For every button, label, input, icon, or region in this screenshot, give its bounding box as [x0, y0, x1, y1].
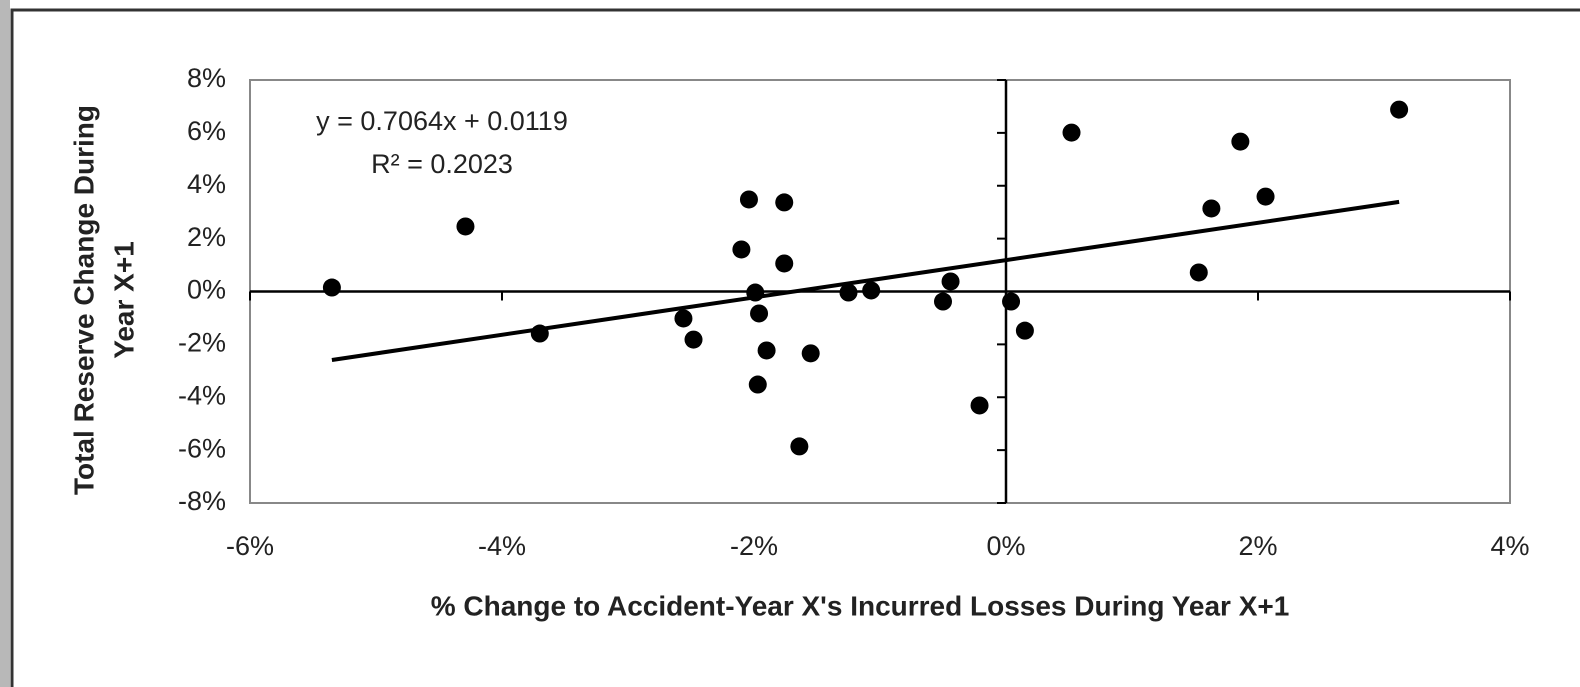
y-tick-label: 8%	[187, 63, 226, 93]
x-tick-label: 0%	[986, 531, 1025, 561]
scatter-point	[970, 396, 989, 415]
scatter-point	[1256, 187, 1275, 206]
scatter-point	[748, 375, 767, 394]
scatter-point	[732, 240, 751, 259]
trendline	[331, 199, 1400, 362]
scatter-point	[1062, 123, 1081, 142]
trendline-equation: y = 0.7064x + 0.0119	[316, 106, 568, 136]
scatter-point	[1390, 100, 1409, 119]
x-tick-label: -2%	[730, 531, 778, 561]
scatter-point	[750, 304, 769, 323]
y-tick-label: -4%	[178, 380, 226, 410]
window-edge	[0, 0, 10, 687]
y-tick-label: -2%	[178, 328, 226, 358]
scatter-point	[674, 309, 693, 328]
scatter-point	[934, 292, 952, 311]
y-tick-label: 6%	[187, 116, 226, 146]
scatter-point	[684, 330, 703, 349]
x-tick-label: -6%	[226, 531, 274, 561]
y-tick-label: 4%	[187, 169, 226, 199]
y-tick-label: -6%	[178, 433, 226, 463]
scatter-point	[839, 283, 858, 302]
scatter-point	[322, 278, 341, 297]
y-axis-title: Year X+1	[108, 241, 139, 359]
scatter-point	[862, 281, 881, 300]
scatter-point	[790, 437, 809, 456]
x-tick-label: 2%	[1238, 531, 1277, 561]
scatter-point	[801, 344, 820, 363]
x-tick-label: 4%	[1490, 531, 1529, 561]
r-squared: R² = 0.2023	[371, 149, 513, 179]
scatter-point	[757, 341, 776, 360]
scatter-point	[739, 190, 758, 209]
scatter-point	[746, 283, 765, 302]
scatter-point	[941, 272, 960, 291]
y-axis-title: Total Reserve Change During	[68, 105, 99, 495]
x-axis-title: % Change to Accident-Year X's Incurred L…	[431, 590, 1290, 621]
scatter-point	[775, 254, 794, 273]
scatter-point	[1002, 292, 1021, 311]
scatter-point	[1015, 321, 1034, 340]
scatter-point	[1231, 132, 1250, 151]
x-tick-label: -4%	[478, 531, 526, 561]
scatter-point	[456, 217, 475, 236]
chart-frame	[10, 8, 1580, 687]
y-tick-label: -8%	[178, 486, 226, 516]
scatter-point	[530, 324, 549, 343]
y-tick-label: 2%	[187, 222, 226, 252]
y-tick-label: 0%	[187, 275, 226, 305]
scatter-point	[1202, 199, 1221, 218]
scatter-point	[1189, 263, 1208, 282]
scatter-point	[775, 193, 794, 212]
